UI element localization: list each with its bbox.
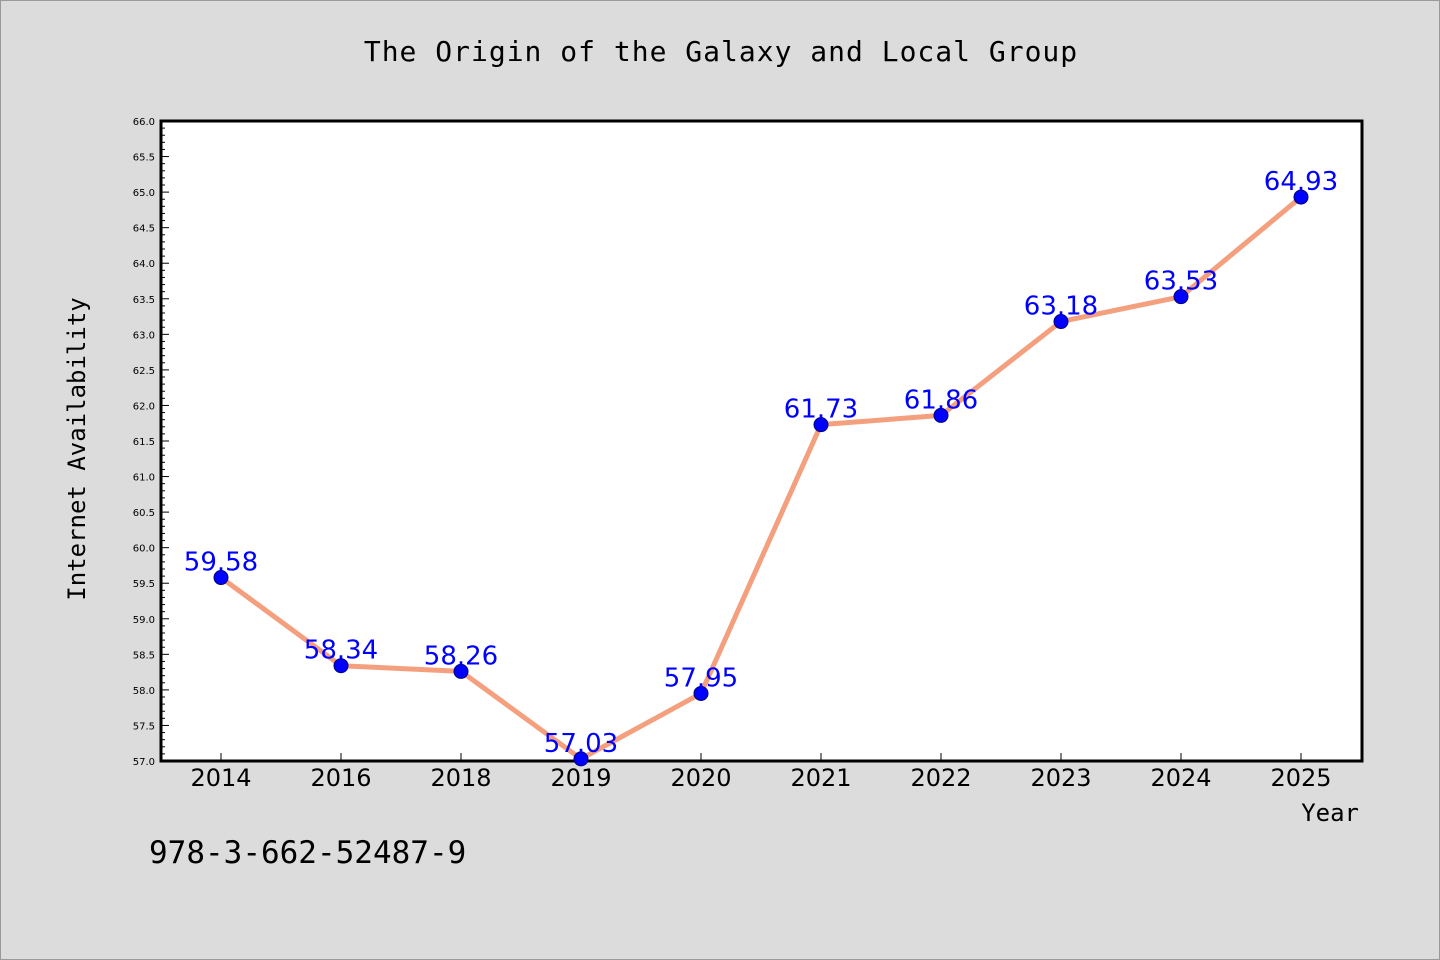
x-tick-label: 2023 [1030, 764, 1091, 792]
x-tick-label: 2018 [430, 764, 491, 792]
y-tick-label: 58.5 [133, 650, 155, 661]
y-tick-label: 59.5 [133, 579, 155, 590]
y-tick-label: 63.0 [133, 330, 155, 341]
y-tick-label: 63.5 [133, 295, 155, 306]
data-point [453, 663, 469, 679]
y-tick-label: 61.5 [133, 437, 155, 448]
data-label: 63.53 [1144, 267, 1218, 297]
y-tick-label: 65.0 [133, 188, 155, 199]
data-point [213, 570, 229, 586]
y-tick-label: 65.5 [133, 153, 155, 164]
data-label: 63.18 [1024, 292, 1098, 322]
y-tick-label: 64.5 [133, 224, 155, 235]
data-point [1053, 314, 1069, 330]
y-tick-label: 66.0 [133, 117, 155, 128]
data-point [333, 658, 349, 674]
data-label: 57.03 [544, 729, 618, 759]
data-point [813, 417, 829, 433]
x-axis-label: Year [1301, 799, 1359, 827]
x-tick-label: 2022 [910, 764, 971, 792]
chart-title: The Origin of the Galaxy and Local Group [363, 35, 1079, 68]
data-label: 57.95 [664, 663, 738, 693]
isbn-text: 978-3-662-52487-9 [149, 835, 467, 871]
y-tick-label: 62.5 [133, 366, 155, 377]
y-tick-label: 57.5 [133, 721, 155, 732]
x-tick-label: 2024 [1150, 764, 1211, 792]
y-tick-label: 59.0 [133, 615, 155, 626]
data-label: 58.34 [304, 636, 378, 666]
data-label: 58.26 [424, 641, 498, 671]
x-tick-label: 2020 [670, 764, 731, 792]
x-tick-label: 2016 [310, 764, 371, 792]
data-point [573, 751, 589, 767]
x-tick-label: 2019 [550, 764, 611, 792]
y-tick-label: 64.0 [133, 259, 155, 270]
x-tick-label: 2025 [1270, 764, 1331, 792]
y-tick-label: 60.5 [133, 508, 155, 519]
data-label: 61.73 [784, 395, 858, 425]
data-label: 61.86 [904, 385, 978, 415]
series-line [218, 194, 1304, 762]
data-label: 64.93 [1264, 167, 1338, 197]
y-tick-label: 61.0 [133, 473, 155, 484]
y-tick-label: 60.0 [133, 544, 155, 555]
x-tick-label: 2021 [790, 764, 851, 792]
data-point [693, 685, 709, 701]
data-label: 59.58 [184, 548, 258, 578]
data-point [1293, 189, 1309, 205]
x-tick-label: 2014 [190, 764, 251, 792]
plot-area [159, 119, 1364, 763]
data-point [933, 407, 949, 423]
y-axis-label: Internet Availability [63, 297, 91, 600]
data-point [1173, 289, 1189, 305]
y-tick-label: 62.0 [133, 401, 155, 412]
y-tick-label: 57.0 [133, 757, 155, 768]
y-tick-label: 58.0 [133, 686, 155, 697]
